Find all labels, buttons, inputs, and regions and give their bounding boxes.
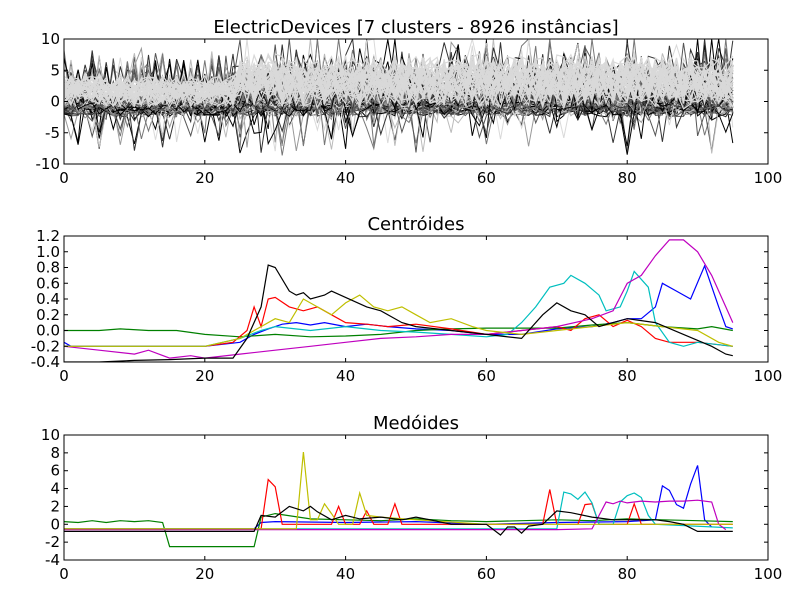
y-tick-label: -5: [45, 124, 60, 142]
x-tick-label: 20: [195, 367, 214, 385]
y-tick-label: 0: [50, 93, 60, 111]
x-tick-label: 80: [618, 367, 637, 385]
y-tick-label: 10: [41, 426, 60, 444]
plot-area: [64, 239, 734, 362]
x-tick-label: 60: [477, 367, 496, 385]
y-tick-label: -10: [36, 155, 61, 173]
y-tick-label: 1.2: [36, 227, 60, 245]
x-tick-label: 0: [59, 565, 69, 583]
chart-title: ElectricDevices [7 clusters - 8926 instâ…: [213, 17, 618, 38]
series-line-7: [64, 505, 733, 536]
series-line-6: [64, 294, 733, 347]
chart-title: Centróides: [367, 214, 464, 235]
x-tick-label: 20: [195, 565, 214, 583]
chart-title: Medóides: [373, 413, 459, 434]
series-line-1: [64, 465, 713, 530]
y-tick-label: 1.0: [36, 243, 60, 261]
instance-line: [64, 54, 734, 109]
series-line-5: [64, 239, 734, 359]
y-tick-label: -2: [45, 533, 60, 551]
x-tick-label: 20: [195, 169, 214, 187]
series-line-2: [64, 321, 733, 338]
y-tick-label: 6: [50, 462, 60, 480]
x-tick-label: 0: [59, 367, 69, 385]
y-tick-label: 0.4: [36, 290, 60, 308]
x-tick-label: 60: [477, 169, 496, 187]
y-tick-label: 0.6: [36, 274, 60, 292]
x-tick-label: 40: [336, 169, 355, 187]
plot-area: [64, 39, 734, 156]
x-tick-label: 0: [59, 169, 69, 187]
y-tick-label: 2: [50, 497, 60, 515]
x-tick-label: 80: [618, 169, 637, 187]
series-line-5: [64, 499, 727, 531]
instance-line: [64, 44, 733, 146]
y-tick-label: -0.2: [31, 337, 60, 355]
instance-line: [64, 59, 734, 108]
series-line-3: [64, 296, 733, 347]
y-tick-label: -0.4: [31, 353, 60, 371]
y-tick-label: 0.2: [36, 306, 60, 324]
y-tick-label: 5: [50, 61, 60, 79]
y-tick-label: 4: [50, 480, 60, 498]
axes-frame: [63, 235, 769, 363]
plot-area: [64, 451, 733, 548]
series-line-4: [64, 491, 733, 530]
x-tick-label: 100: [754, 169, 783, 187]
all-instances-panel: ElectricDevices [7 clusters - 8926 instâ…: [36, 17, 783, 187]
y-tick-label: 0.0: [36, 322, 60, 340]
x-tick-label: 100: [754, 367, 783, 385]
x-tick-label: 60: [477, 565, 496, 583]
axes-frame: [63, 434, 769, 561]
series-line-6: [64, 451, 733, 530]
series-line-7: [64, 264, 733, 362]
instance-line: [64, 42, 733, 143]
x-tick-label: 40: [336, 367, 355, 385]
y-tick-label: 8: [50, 444, 60, 462]
y-tick-label: 10: [41, 30, 60, 48]
y-tick-label: 0.8: [36, 259, 60, 277]
x-tick-label: 40: [336, 565, 355, 583]
instance-line: [64, 60, 734, 108]
y-tick-label: -4: [45, 551, 60, 569]
x-tick-label: 80: [618, 565, 637, 583]
x-tick-label: 100: [754, 565, 783, 583]
series-line-4: [64, 270, 733, 347]
y-tick-label: 0: [50, 515, 60, 533]
